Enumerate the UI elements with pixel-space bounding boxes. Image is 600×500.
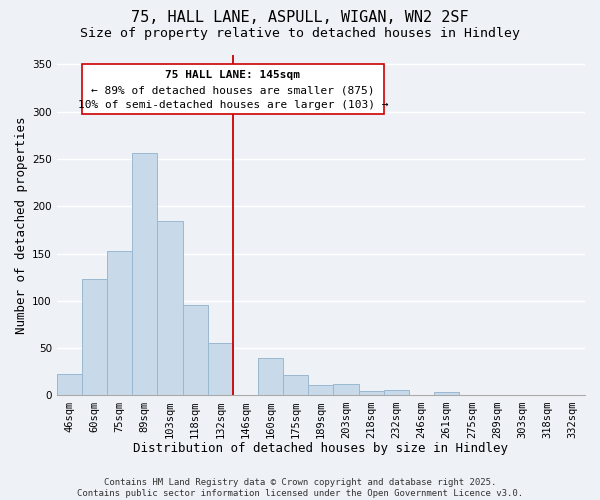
Bar (334, 384, 359, 396)
Bar (182, 304, 208, 396)
X-axis label: Distribution of detached houses by size in Hindley: Distribution of detached houses by size … (133, 442, 508, 455)
Bar (434, 392, 459, 396)
Bar (308, 385, 334, 396)
Bar (82, 279, 107, 396)
Text: 10% of semi-detached houses are larger (103) →: 10% of semi-detached houses are larger (… (77, 100, 388, 110)
Text: ← 89% of detached houses are smaller (875): ← 89% of detached houses are smaller (87… (91, 86, 374, 96)
Bar (208, 344, 233, 396)
Bar (283, 374, 308, 396)
Y-axis label: Number of detached properties: Number of detached properties (15, 116, 28, 334)
Bar (384, 390, 409, 396)
Text: 75, HALL LANE, ASPULL, WIGAN, WN2 2SF: 75, HALL LANE, ASPULL, WIGAN, WN2 2SF (131, 10, 469, 25)
Bar (107, 251, 132, 396)
FancyBboxPatch shape (82, 64, 384, 114)
Bar (157, 222, 182, 396)
Text: Size of property relative to detached houses in Hindley: Size of property relative to detached ho… (80, 28, 520, 40)
Bar (359, 390, 384, 396)
Text: 75 HALL LANE: 145sqm: 75 HALL LANE: 145sqm (166, 70, 301, 80)
Bar (132, 154, 157, 396)
Bar (258, 358, 283, 396)
Bar (57, 374, 82, 396)
Text: Contains HM Land Registry data © Crown copyright and database right 2025.
Contai: Contains HM Land Registry data © Crown c… (77, 478, 523, 498)
